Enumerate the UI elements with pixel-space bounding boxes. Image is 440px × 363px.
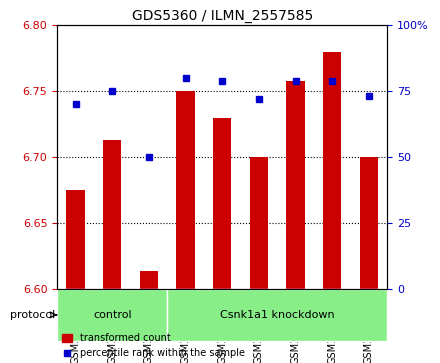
Text: Csnk1a1 knockdown: Csnk1a1 knockdown: [220, 310, 334, 320]
Text: protocol: protocol: [10, 310, 55, 320]
Bar: [323, 52, 341, 289]
Legend: transformed count, percentile rank within the sample: transformed count, percentile rank withi…: [62, 333, 245, 358]
Title: GDS5360 / ILMN_2557585: GDS5360 / ILMN_2557585: [132, 9, 313, 23]
Bar: [103, 140, 121, 289]
FancyBboxPatch shape: [167, 289, 387, 341]
Bar: [360, 157, 378, 289]
Bar: [176, 91, 194, 289]
Bar: [140, 272, 158, 289]
Bar: [286, 81, 305, 289]
Bar: [213, 118, 231, 289]
Text: control: control: [93, 310, 132, 320]
Bar: [66, 190, 85, 289]
FancyBboxPatch shape: [57, 289, 167, 341]
Bar: [250, 157, 268, 289]
